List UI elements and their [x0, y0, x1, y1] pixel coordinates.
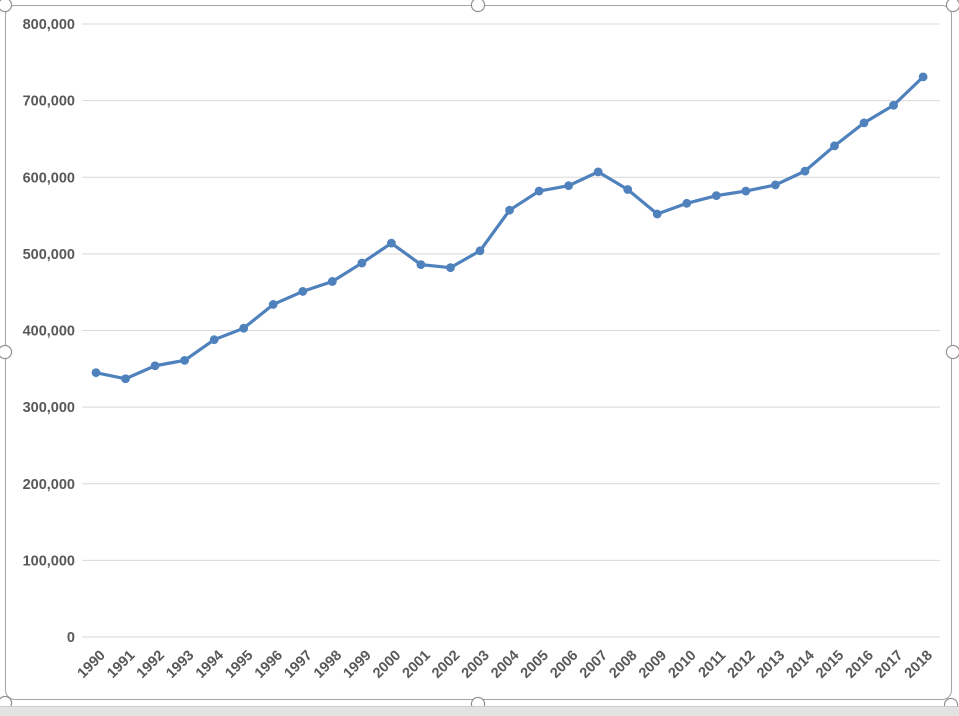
y-axis-tick-label: 700,000	[23, 94, 75, 110]
data-point-2015[interactable]	[830, 141, 839, 151]
x-axis-tick-label: 1998	[311, 648, 345, 682]
x-axis-tick-label: 2003	[459, 648, 493, 682]
data-point-2012[interactable]	[741, 186, 751, 196]
x-axis-tick-label: 2002	[429, 648, 463, 682]
x-axis-tick-label: 2004	[488, 648, 522, 682]
data-point-2008[interactable]	[623, 185, 633, 194]
x-axis-tick-label: 2018	[902, 648, 936, 682]
x-axis-tick-label: 1999	[341, 648, 375, 682]
data-point-2004[interactable]	[505, 205, 514, 215]
x-axis-tick-label: 2014	[784, 648, 818, 682]
data-point-2007[interactable]	[593, 167, 603, 177]
x-axis-tick-label: 1990	[75, 648, 109, 682]
selection-handle-top-center[interactable]	[471, 0, 485, 12]
data-point-2010[interactable]	[682, 198, 692, 208]
data-point-2003[interactable]	[475, 246, 485, 256]
y-axis-tick-label: 300,000	[23, 400, 75, 416]
x-axis-tick-label: 1991	[104, 648, 138, 682]
data-point-2014[interactable]	[800, 166, 810, 176]
data-point-2001[interactable]	[416, 260, 426, 270]
status-bar	[0, 706, 959, 716]
x-axis-tick-label: 2000	[370, 648, 404, 682]
x-axis-tick-label: 2015	[813, 648, 847, 682]
data-point-1995[interactable]	[239, 323, 249, 333]
data-point-2011[interactable]	[711, 191, 721, 201]
data-point-2006[interactable]	[564, 181, 574, 191]
selection-handle-mid-left[interactable]	[0, 345, 12, 359]
data-point-2013[interactable]	[771, 180, 780, 190]
data-point-1999[interactable]	[357, 258, 367, 268]
data-point-2000[interactable]	[387, 238, 396, 248]
data-point-2009[interactable]	[652, 209, 662, 219]
x-axis-tick-label: 2008	[606, 648, 640, 682]
y-axis-tick-label: 100,000	[23, 553, 75, 569]
y-axis-tick-label: 500,000	[23, 247, 75, 263]
x-axis-tick-label: 2011	[696, 648, 730, 682]
data-point-1998[interactable]	[327, 277, 337, 286]
x-axis-tick-label: 2013	[754, 648, 788, 682]
y-axis-tick-label: 200,000	[23, 477, 75, 493]
x-axis-tick-label: 1996	[252, 648, 286, 682]
x-axis-tick-label: 2016	[843, 648, 877, 682]
y-axis-tick-label: 600,000	[23, 170, 75, 186]
y-axis-tick-label: 0	[67, 630, 75, 646]
data-point-2016[interactable]	[859, 118, 869, 128]
data-point-1992[interactable]	[150, 361, 160, 371]
selection-handle-top-left[interactable]	[0, 0, 12, 12]
y-axis-tick-label: 400,000	[23, 324, 75, 340]
data-point-2017[interactable]	[889, 100, 898, 110]
x-axis-tick-label: 2007	[577, 648, 611, 682]
data-point-1996[interactable]	[268, 300, 278, 309]
data-point-1991[interactable]	[121, 374, 130, 384]
x-axis-tick-label: 2017	[872, 648, 906, 682]
x-axis-tick-label: 1995	[222, 648, 256, 682]
data-point-2005[interactable]	[534, 186, 544, 196]
x-axis-tick-label: 2001	[400, 648, 434, 682]
x-axis-tick-label: 2009	[636, 648, 670, 682]
data-point-1997[interactable]	[298, 287, 308, 296]
x-axis-tick-label: 2010	[665, 648, 699, 682]
data-point-1994[interactable]	[209, 335, 219, 345]
x-axis-tick-label: 1993	[163, 648, 197, 682]
data-point-2018[interactable]	[918, 72, 928, 82]
x-axis-tick-label: 2006	[547, 648, 581, 682]
data-point-1993[interactable]	[180, 355, 190, 365]
data-point-2002[interactable]	[446, 263, 455, 273]
x-axis-tick-label: 2005	[518, 648, 552, 682]
y-axis-tick-label: 800,000	[23, 17, 75, 33]
data-point-1990[interactable]	[91, 368, 101, 378]
x-axis-tick-label: 1994	[193, 648, 227, 682]
series-line[interactable]	[94, 75, 925, 381]
selection-handle-mid-right[interactable]	[946, 345, 959, 359]
x-axis-tick-label: 1992	[134, 648, 168, 682]
selection-handle-top-right[interactable]	[946, 0, 959, 12]
x-axis-tick-label: 1997	[281, 648, 315, 682]
x-axis-tick-label: 2012	[725, 648, 759, 682]
